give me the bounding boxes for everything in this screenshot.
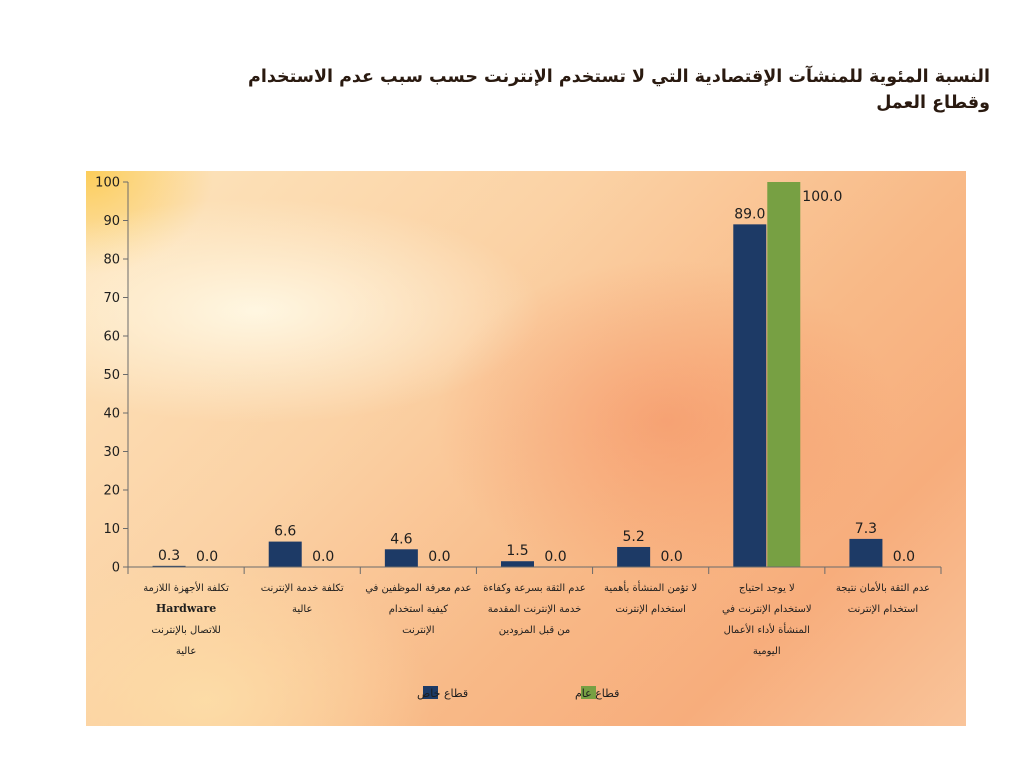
bar-private xyxy=(268,541,302,567)
y-axis: 0 10 20 30 40 50 60 70 80 90 100 xyxy=(95,176,129,576)
data-label: 0.0 xyxy=(544,549,566,565)
category-label-line: عدم الثقة بالأمان نتيجة xyxy=(836,581,930,594)
y-tick-label: 90 xyxy=(103,214,120,229)
category-label-line: عدم الثقة بسرعة وكفاءة xyxy=(483,583,585,594)
y-tick-label: 10 xyxy=(103,522,120,537)
data-label: 89.0 xyxy=(734,206,765,222)
legend-swatch-private xyxy=(423,686,438,699)
category-labels: تكلفة الأجهزة اللازمة Hardware للاتصال بال… xyxy=(143,580,930,657)
category-label-line: عدم معرفة الموظفين في xyxy=(365,583,471,594)
bar-public xyxy=(767,182,801,567)
category-label-line: تكلفة الأجهزة اللازمة xyxy=(143,581,229,594)
category-label-line: من قبل المزودين xyxy=(499,625,571,636)
title-line-1: النسبة المئوية للمنشآت الإقتصادية التي ل… xyxy=(248,67,990,87)
y-tick-label: 40 xyxy=(103,407,120,422)
bar-private xyxy=(384,549,418,567)
category-label-line: كيفية استخدام xyxy=(389,604,448,615)
data-label: 0.3 xyxy=(158,548,180,564)
legend-label-private: قطاع خاص xyxy=(417,687,468,700)
data-label: 0.0 xyxy=(312,549,334,565)
chart-panel: 0 10 20 30 40 50 60 70 80 90 100 0.3 0.0 6.6 0.0 4.6 0.… xyxy=(86,171,966,726)
page-title: النسبة المئوية للمنشآت الإقتصادية التي ل… xyxy=(170,64,990,116)
category-label-line: لاستخدام الإنترنت في xyxy=(722,604,812,615)
legend-swatch-public xyxy=(581,686,596,699)
y-tick-label: 20 xyxy=(103,484,120,499)
category-label: عدم الثقة بسرعة وكفاءة خدمة الإنترنت المق… xyxy=(483,583,585,636)
category-label: عدم معرفة الموظفين في كيفية استخدام الإنتر… xyxy=(365,583,471,636)
data-label: 0.0 xyxy=(661,549,683,565)
title-line-2: وقطاع العمل xyxy=(876,93,990,113)
x-axis xyxy=(127,566,942,574)
category-label-line: عالية xyxy=(292,604,312,615)
bar-private xyxy=(501,561,534,567)
y-tick-label: 100 xyxy=(95,176,120,191)
y-tick-label: 80 xyxy=(103,253,120,268)
bar-private xyxy=(617,546,651,567)
data-label: 0.0 xyxy=(893,549,915,565)
category-label: لا تؤمن المنشأة بأهمية استخدام الإنترنت xyxy=(604,580,697,615)
data-label: 4.6 xyxy=(390,531,412,547)
category-label: تكلفة الأجهزة اللازمة Hardware للاتصال بال… xyxy=(143,581,229,657)
y-tick-label: 50 xyxy=(103,368,120,383)
data-label: 0.0 xyxy=(196,549,218,565)
bar-private xyxy=(733,224,767,567)
category-label-line: عالية xyxy=(176,646,196,657)
data-label: 6.6 xyxy=(274,524,296,540)
data-label: 7.3 xyxy=(855,521,877,537)
category-label-line: الإنترنت xyxy=(402,625,434,636)
legend: قطاع خاص قطاع عام xyxy=(417,686,619,700)
y-tick-label: 30 xyxy=(103,445,120,460)
y-tick-label: 70 xyxy=(103,291,120,306)
category-label: لا يوجد احتياج لاستخدام الإنترنت في المنشأ… xyxy=(722,583,812,657)
category-label: عدم الثقة بالأمان نتيجة استخدام الإنترنت xyxy=(836,581,930,615)
category-label-line: استخدام الإنترنت xyxy=(848,604,918,615)
category-label-line: المنشأة لأداء الأعمال xyxy=(724,622,810,636)
bar-private xyxy=(152,565,186,567)
category-label-line: للاتصال بالإنترنت xyxy=(151,625,220,636)
legend-label-public: قطاع عام xyxy=(575,687,619,700)
category-label-line: خدمة الإنترنت المقدمة xyxy=(488,604,582,615)
data-label: 1.5 xyxy=(506,543,528,559)
category-label-line: لا يوجد احتياج xyxy=(739,583,795,594)
category-label: تكلفة خدمة الإنترنت عالية xyxy=(261,583,344,615)
value-labels: 0.3 0.0 6.6 0.0 4.6 0.0 1.5 0.0 5.2 0.0 89.0 100.0 7… xyxy=(158,189,915,565)
category-label-line: Hardware xyxy=(156,602,216,615)
data-label: 5.2 xyxy=(623,529,645,545)
category-label-line: لا تؤمن المنشأة بأهمية xyxy=(604,580,697,594)
bar-private xyxy=(849,538,883,567)
bars xyxy=(152,182,883,567)
data-label: 100.0 xyxy=(802,189,842,205)
category-label-line: استخدام الإنترنت xyxy=(615,604,685,615)
y-tick-label: 60 xyxy=(103,330,120,345)
data-label: 0.0 xyxy=(428,549,450,565)
y-tick-label: 0 xyxy=(112,561,120,576)
category-label-line: اليومية xyxy=(753,646,781,657)
category-label-line: تكلفة خدمة الإنترنت xyxy=(261,583,344,594)
